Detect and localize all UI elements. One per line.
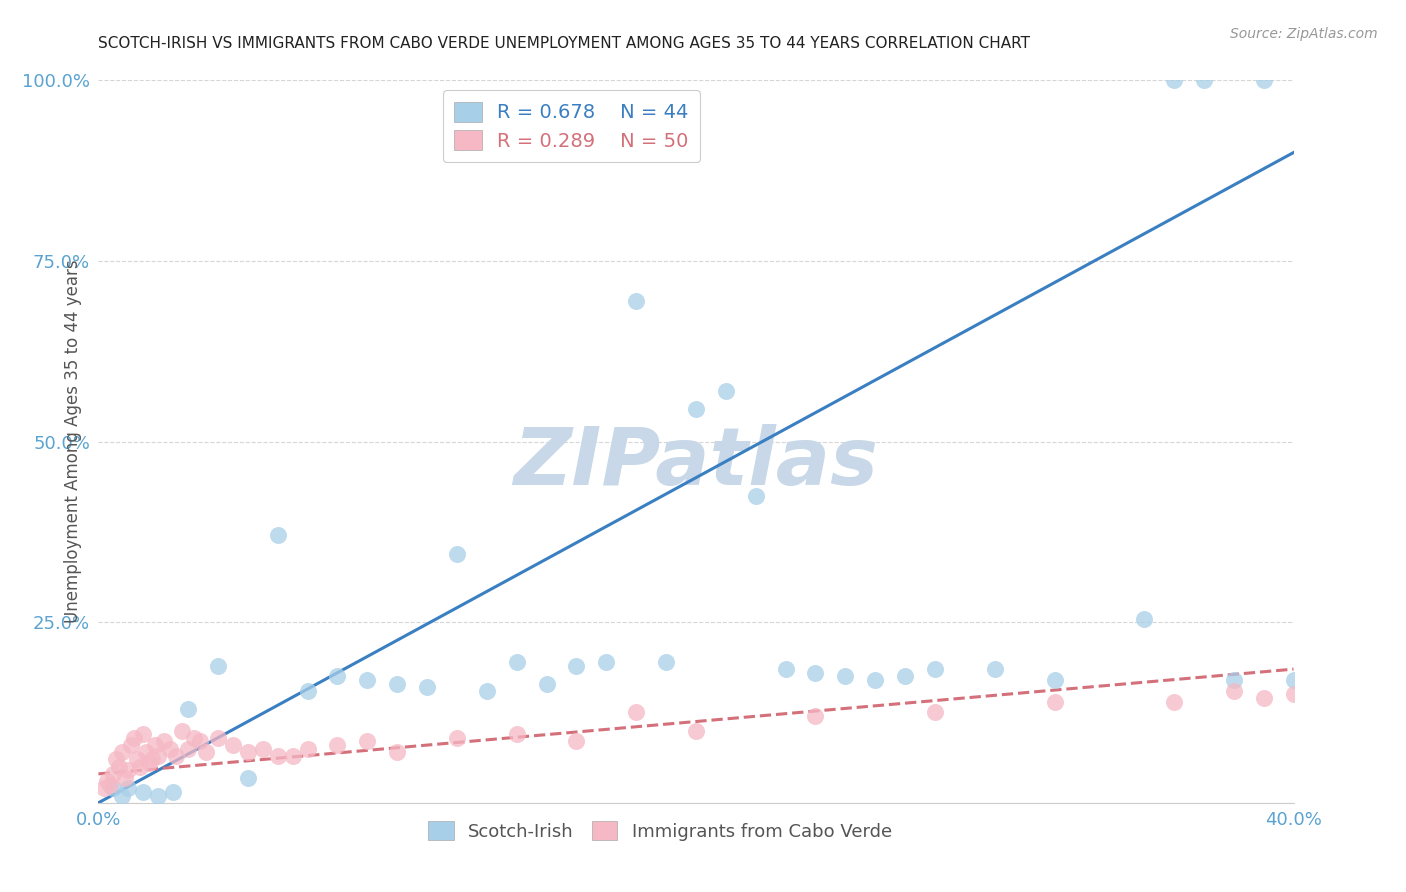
Point bbox=[834, 669, 856, 683]
Point bbox=[1253, 73, 1275, 87]
Point bbox=[96, 774, 118, 789]
Point bbox=[894, 669, 917, 683]
Point bbox=[655, 655, 678, 669]
Point bbox=[924, 706, 946, 720]
Point bbox=[111, 745, 134, 759]
Point bbox=[127, 752, 149, 766]
Point bbox=[595, 655, 617, 669]
Point bbox=[924, 662, 946, 676]
Point bbox=[236, 745, 259, 759]
Point bbox=[1043, 695, 1066, 709]
Point bbox=[165, 748, 187, 763]
Point bbox=[536, 676, 558, 690]
Point bbox=[111, 789, 134, 803]
Point bbox=[745, 489, 768, 503]
Point bbox=[138, 756, 160, 770]
Point bbox=[984, 662, 1007, 676]
Point bbox=[207, 658, 229, 673]
Point bbox=[132, 785, 155, 799]
Point bbox=[267, 748, 290, 763]
Point bbox=[714, 384, 737, 398]
Point bbox=[1223, 673, 1246, 687]
Point bbox=[172, 723, 194, 738]
Text: ZIPatlas: ZIPatlas bbox=[513, 425, 879, 502]
Point bbox=[1312, 384, 1334, 398]
Point bbox=[236, 771, 259, 785]
Point bbox=[685, 723, 707, 738]
Point bbox=[162, 785, 184, 799]
Point bbox=[1343, 489, 1365, 503]
Point bbox=[103, 781, 125, 796]
Point bbox=[506, 727, 529, 741]
Point bbox=[1372, 655, 1395, 669]
Point bbox=[804, 709, 827, 723]
Point bbox=[1163, 73, 1185, 87]
Point bbox=[117, 764, 139, 778]
Point bbox=[1192, 73, 1215, 87]
Point bbox=[267, 528, 290, 542]
Point bbox=[98, 778, 122, 792]
Point bbox=[297, 741, 319, 756]
Point bbox=[177, 741, 200, 756]
Point bbox=[1312, 683, 1334, 698]
Point bbox=[148, 748, 170, 763]
Point bbox=[565, 734, 588, 748]
Point bbox=[1253, 691, 1275, 706]
Point bbox=[446, 731, 468, 745]
Point bbox=[1402, 489, 1406, 503]
Point bbox=[103, 767, 125, 781]
Point bbox=[1163, 695, 1185, 709]
Point bbox=[148, 789, 170, 803]
Point bbox=[326, 669, 349, 683]
Point bbox=[506, 655, 529, 669]
Point bbox=[93, 781, 115, 796]
Point bbox=[1223, 683, 1246, 698]
Point bbox=[685, 402, 707, 417]
Point bbox=[356, 734, 378, 748]
Point bbox=[385, 676, 409, 690]
Point bbox=[222, 738, 245, 752]
Point bbox=[120, 738, 142, 752]
Text: SCOTCH-IRISH VS IMMIGRANTS FROM CABO VERDE UNEMPLOYMENT AMONG AGES 35 TO 44 YEAR: SCOTCH-IRISH VS IMMIGRANTS FROM CABO VER… bbox=[98, 36, 1031, 51]
Point bbox=[446, 547, 468, 561]
Point bbox=[188, 734, 211, 748]
Point bbox=[117, 781, 139, 796]
Point bbox=[626, 293, 648, 308]
Legend: Scotch-Irish, Immigrants from Cabo Verde: Scotch-Irish, Immigrants from Cabo Verde bbox=[422, 814, 898, 848]
Point bbox=[159, 741, 181, 756]
Point bbox=[114, 771, 136, 785]
Point bbox=[281, 748, 304, 763]
Y-axis label: Unemployment Among Ages 35 to 44 years: Unemployment Among Ages 35 to 44 years bbox=[63, 260, 82, 624]
Point bbox=[141, 752, 163, 766]
Point bbox=[1282, 687, 1305, 701]
Point bbox=[153, 734, 176, 748]
Point bbox=[143, 738, 166, 752]
Point bbox=[804, 665, 827, 680]
Point bbox=[1043, 673, 1066, 687]
Point bbox=[1133, 611, 1156, 625]
Point bbox=[356, 673, 378, 687]
Point bbox=[132, 727, 155, 741]
Point bbox=[183, 731, 205, 745]
Point bbox=[207, 731, 229, 745]
Point bbox=[177, 702, 200, 716]
Point bbox=[105, 752, 128, 766]
Point bbox=[108, 760, 131, 774]
Point bbox=[626, 706, 648, 720]
Text: Source: ZipAtlas.com: Source: ZipAtlas.com bbox=[1230, 27, 1378, 41]
Point bbox=[195, 745, 218, 759]
Point bbox=[252, 741, 274, 756]
Point bbox=[416, 680, 439, 694]
Point bbox=[297, 683, 319, 698]
Point bbox=[385, 745, 409, 759]
Point bbox=[326, 738, 349, 752]
Point bbox=[135, 745, 157, 759]
Point bbox=[865, 673, 887, 687]
Point bbox=[475, 683, 498, 698]
Point bbox=[129, 760, 152, 774]
Point bbox=[565, 658, 588, 673]
Point bbox=[775, 662, 797, 676]
Point bbox=[1282, 673, 1305, 687]
Point bbox=[124, 731, 146, 745]
